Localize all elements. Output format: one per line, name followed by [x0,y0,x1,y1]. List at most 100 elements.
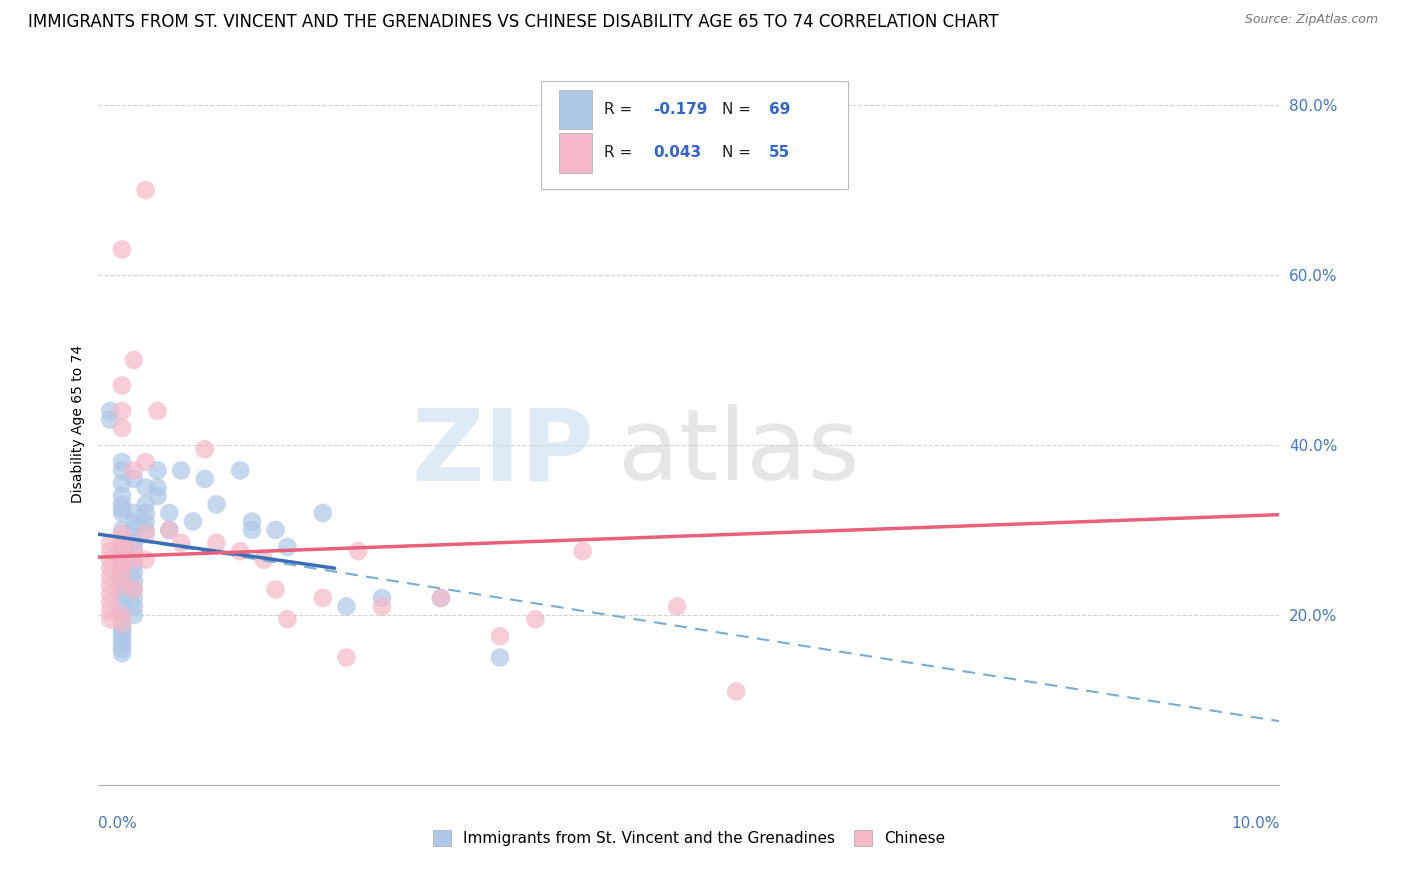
Point [122,552,145,566]
Point [122,566,145,580]
Point [111,527,134,541]
Point [135,527,157,541]
Point [111,506,134,520]
Y-axis label: Disability Age 65 to 74: Disability Age 65 to 74 [70,344,84,503]
Point [98,604,121,618]
Point [111,561,134,575]
Point [111,532,134,546]
Text: R =: R = [605,145,637,161]
Point [111,557,134,571]
Point [312,591,335,605]
Point [524,612,547,626]
Text: R =: R = [605,102,637,117]
Point [98,587,121,601]
Point [122,515,145,529]
Point [571,544,593,558]
Legend: Immigrants from St. Vincent and the Grenadines, Chinese: Immigrants from St. Vincent and the Gren… [433,830,945,846]
Point [111,523,134,537]
Point [170,463,193,477]
Point [122,506,145,520]
Point [276,612,298,626]
Point [111,552,134,566]
Point [122,591,145,605]
Point [98,561,121,575]
Point [157,506,180,520]
Point [111,378,134,392]
Point [111,463,134,477]
Point [725,684,748,698]
Point [489,629,512,643]
Point [98,404,121,418]
Point [111,501,134,516]
Point [312,506,335,520]
Point [98,595,121,609]
Point [98,570,121,584]
Point [666,599,689,614]
Point [111,570,134,584]
Point [205,535,228,549]
Point [264,582,287,597]
Text: N =: N = [723,102,756,117]
Point [430,591,453,605]
Point [111,561,134,575]
Point [135,515,157,529]
Point [146,404,169,418]
Point [122,540,145,554]
Point [489,650,512,665]
Point [98,552,121,566]
Text: N =: N = [723,145,756,161]
Point [98,412,121,426]
Point [122,535,145,549]
Point [122,549,145,563]
Point [111,646,134,660]
Point [146,480,169,494]
Point [111,552,134,566]
Point [111,498,134,512]
Point [122,463,145,477]
Point [111,624,134,639]
Point [111,607,134,622]
Point [111,574,134,588]
Point [135,498,157,512]
Point [264,523,287,537]
Point [111,549,134,563]
Point [122,544,145,558]
FancyBboxPatch shape [560,89,592,129]
Point [111,621,134,635]
Point [111,629,134,643]
Text: atlas: atlas [619,404,859,501]
Point [135,552,157,566]
Point [135,506,157,520]
Point [111,540,134,554]
Point [240,523,263,537]
Point [98,612,121,626]
Point [135,523,157,537]
Point [253,552,276,566]
Point [122,582,145,597]
Point [122,532,145,546]
Point [122,353,145,368]
Point [170,535,193,549]
Point [111,578,134,592]
Point [111,616,134,631]
Point [111,633,134,648]
Point [157,523,180,537]
Point [135,455,157,469]
Point [111,591,134,605]
Point [181,515,204,529]
Point [111,566,134,580]
Point [111,599,134,614]
Point [157,523,180,537]
Text: 10.0%: 10.0% [1232,816,1279,831]
Point [111,535,134,549]
Point [205,498,228,512]
Point [111,476,134,491]
Point [111,455,134,469]
Point [122,557,145,571]
Point [122,472,145,486]
Point [371,599,394,614]
Point [146,489,169,503]
Text: 69: 69 [769,102,790,117]
Point [240,515,263,529]
Point [98,544,121,558]
